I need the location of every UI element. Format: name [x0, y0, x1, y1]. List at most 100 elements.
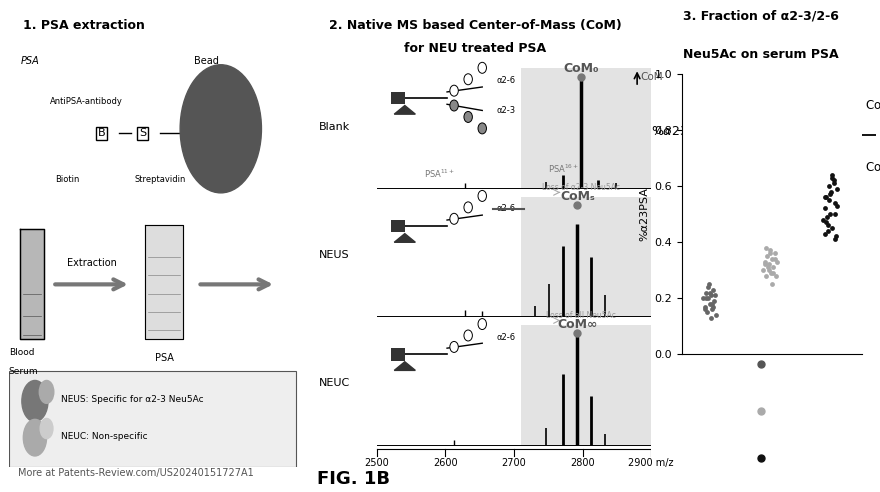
Y-axis label: %α23PSA: %α23PSA [639, 187, 649, 241]
Point [829, 233, 843, 241]
Point [828, 199, 842, 207]
Point [828, 235, 842, 243]
Point [698, 303, 712, 310]
Text: 2800: 2800 [570, 458, 595, 468]
Polygon shape [394, 362, 415, 370]
Text: PSA$^{11+}$: PSA$^{11+}$ [424, 168, 456, 181]
Point [820, 213, 834, 221]
Text: PSA: PSA [155, 353, 173, 363]
Text: AntiPSA-antibody: AntiPSA-antibody [49, 97, 122, 106]
Text: More at Patents-Review.com/US20240151727A1: More at Patents-Review.com/US20240151727… [18, 468, 253, 478]
Text: 2600: 2600 [433, 458, 458, 468]
Bar [391, 92, 405, 104]
Point [760, 252, 774, 260]
Point [762, 266, 776, 274]
Text: Blank: Blank [319, 122, 350, 131]
Point [818, 193, 832, 201]
Point [759, 272, 774, 279]
Text: Blood: Blood [9, 348, 34, 357]
Point [769, 272, 783, 279]
Point [704, 314, 718, 322]
Point [766, 269, 781, 277]
Point [820, 227, 834, 235]
Bar [391, 220, 405, 232]
Circle shape [478, 123, 487, 134]
Text: CoM$_0$\u2013 CoM$_s$: CoM$_0$\u2013 CoM$_s$ [788, 99, 880, 114]
Point [826, 177, 840, 184]
Point [756, 266, 770, 274]
Point [830, 202, 844, 210]
Bar [521, 197, 651, 316]
Circle shape [40, 380, 54, 403]
Text: CoM$_0$\u2013 CoM$_\infty$: CoM$_0$\u2013 CoM$_\infty$ [788, 161, 880, 177]
Text: PSA$^{16+}$: PSA$^{16+}$ [547, 163, 579, 176]
Text: CoMₛ: CoMₛ [560, 190, 595, 203]
Text: 3. Fraction of α2-3/2-6: 3. Fraction of α2-3/2-6 [683, 10, 840, 23]
Point [758, 258, 772, 266]
Bar [521, 325, 651, 445]
Point [763, 246, 777, 254]
Point [700, 308, 715, 316]
Text: FIG. 1B: FIG. 1B [317, 470, 390, 488]
Text: Loss of α2-3 Neu5Ac: Loss of α2-3 Neu5Ac [542, 183, 620, 192]
Text: α2-6: α2-6 [496, 76, 516, 85]
Text: 2. Native MS based Center-of-Mass (CoM): 2. Native MS based Center-of-Mass (CoM) [329, 19, 621, 32]
Point [704, 291, 718, 299]
Text: 2700: 2700 [502, 458, 526, 468]
Text: 2900 m/z: 2900 m/z [628, 458, 674, 468]
Text: Neu5Ac on serum PSA: Neu5Ac on serum PSA [684, 48, 839, 61]
Text: NEUS: Specific for α2-3 Neu5Ac: NEUS: Specific for α2-3 Neu5Ac [61, 395, 203, 404]
Text: |: | [769, 120, 780, 151]
Text: NEUC: NEUC [319, 378, 350, 388]
Point [822, 196, 836, 204]
Text: PSA: PSA [20, 56, 40, 65]
Point [702, 289, 716, 297]
Circle shape [464, 330, 473, 341]
Point [825, 224, 840, 232]
Polygon shape [394, 105, 415, 114]
Text: Serum: Serum [9, 367, 39, 376]
Point [825, 174, 840, 182]
Text: for NEU treated PSA: for NEU treated PSA [404, 42, 546, 55]
Point [708, 311, 722, 319]
Text: S: S [139, 128, 146, 138]
Point [701, 283, 715, 291]
Point [708, 291, 722, 299]
Point [702, 280, 716, 288]
Text: NEUS: NEUS [319, 249, 349, 260]
Point [763, 249, 777, 257]
Point [818, 230, 832, 238]
Text: NEUC: Non-specific: NEUC: Non-specific [61, 432, 148, 441]
Text: CoM∞: CoM∞ [557, 318, 598, 331]
Point [766, 280, 780, 288]
Circle shape [478, 318, 487, 330]
Point [824, 187, 838, 195]
Circle shape [22, 380, 48, 422]
Circle shape [40, 418, 53, 438]
Text: %$\alpha$23PSA =: %$\alpha$23PSA = [651, 125, 727, 138]
Text: Extraction: Extraction [67, 258, 117, 268]
Circle shape [478, 62, 487, 73]
Point [819, 193, 833, 201]
Point [759, 244, 774, 251]
Circle shape [464, 74, 473, 85]
Text: Loss of all Neu5Ac: Loss of all Neu5Ac [546, 311, 616, 320]
Point [705, 300, 719, 308]
Point [821, 221, 835, 229]
Polygon shape [20, 229, 44, 339]
Circle shape [464, 112, 473, 123]
Text: Biotin: Biotin [55, 175, 79, 184]
Point [761, 263, 775, 271]
Point [817, 215, 831, 223]
Point [700, 294, 715, 302]
Point [707, 303, 721, 310]
Point [819, 218, 833, 226]
Text: 2500: 2500 [364, 458, 389, 468]
Bar [521, 68, 651, 188]
Point [767, 249, 781, 257]
Text: α2-6: α2-6 [496, 204, 516, 214]
Text: α2-6: α2-6 [496, 333, 516, 341]
Point [768, 255, 782, 263]
Text: CoM: CoM [641, 72, 664, 82]
Circle shape [180, 65, 261, 193]
